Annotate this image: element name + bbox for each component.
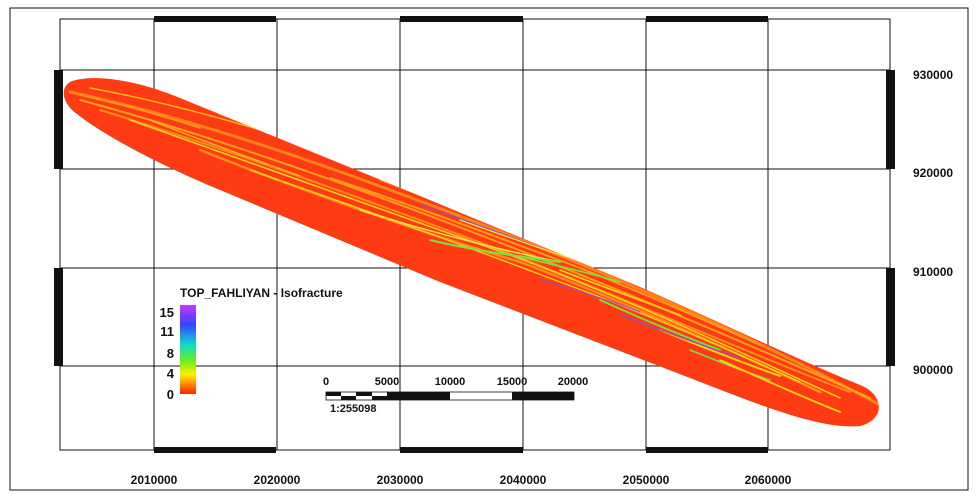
scale-bar: 0 5000 10000 15000 20000 1:255098 <box>323 376 588 415</box>
scale-label-15000: 15000 <box>497 376 528 388</box>
y-label-930000: 930000 <box>913 68 953 82</box>
legend-value-11: 11 <box>160 324 174 339</box>
scale-label-20000: 20000 <box>558 376 589 388</box>
x-label-2020000: 2020000 <box>254 473 301 487</box>
y-label-920000: 920000 <box>913 166 953 180</box>
scale-label-10000: 10000 <box>435 376 466 388</box>
x-axis-labels: 2010000 2020000 2030000 2040000 2050000 … <box>131 473 792 487</box>
x-label-2040000: 2040000 <box>500 473 547 487</box>
legend-title: TOP_FAHLIYAN - Isofracture <box>180 286 343 300</box>
x-label-2030000: 2030000 <box>377 473 424 487</box>
legend-value-0: 0 <box>167 387 174 402</box>
scale-label-5000: 5000 <box>375 376 399 388</box>
x-label-2010000: 2010000 <box>131 473 178 487</box>
legend-color-bar <box>180 305 196 394</box>
y-axis-labels: 930000 920000 910000 900000 <box>913 68 953 377</box>
border-marks <box>54 16 895 453</box>
y-label-900000: 900000 <box>913 363 953 377</box>
color-legend: TOP_FAHLIYAN - Isofracture 15 11 8 4 0 <box>160 286 344 402</box>
scale-ratio: 1:255098 <box>330 403 377 415</box>
y-label-910000: 910000 <box>913 265 953 279</box>
legend-value-4: 4 <box>167 366 175 381</box>
scale-label-0: 0 <box>323 376 329 388</box>
x-label-2060000: 2060000 <box>745 473 792 487</box>
x-label-2050000: 2050000 <box>623 473 670 487</box>
legend-value-8: 8 <box>167 346 174 361</box>
legend-value-15: 15 <box>160 305 174 320</box>
